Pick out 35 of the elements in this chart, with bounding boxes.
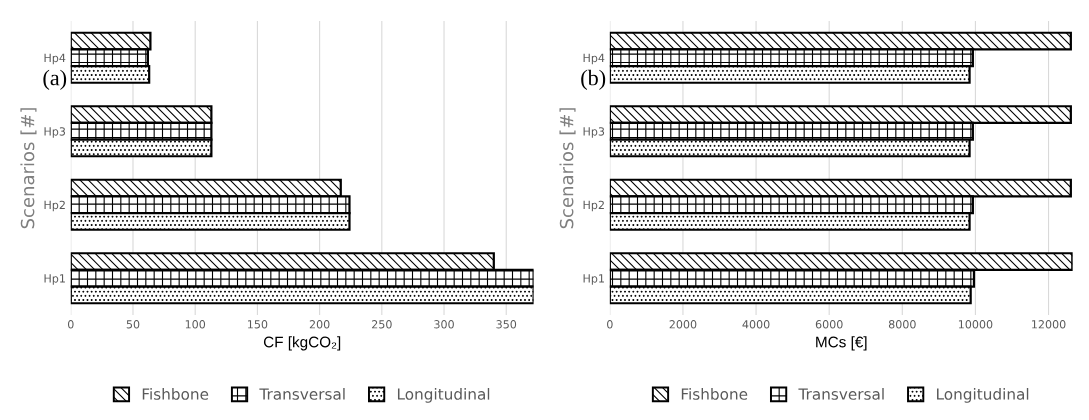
x-tick-label: 0 xyxy=(67,320,74,329)
x-tick-label: 0 xyxy=(607,320,613,329)
legend-label: Fishbone xyxy=(142,388,209,400)
text: (a) xyxy=(43,69,67,90)
x-tick-label: 300 xyxy=(434,320,454,329)
y-tick-label: Hp2 xyxy=(583,200,604,212)
x-tick-label: 200 xyxy=(309,320,330,329)
x-tick-label: 150 xyxy=(248,320,268,329)
y-tick-label: Hp1 xyxy=(583,274,604,285)
x-tick-label: 100 xyxy=(185,320,206,329)
text: (b) xyxy=(581,69,606,90)
y-tick-label: Hp2 xyxy=(44,200,65,212)
x-tick-label: 2000 xyxy=(669,320,697,329)
legend-label: Transversal xyxy=(798,388,884,400)
y-tick-label: Hp4 xyxy=(583,53,605,65)
y-axis-title: Scenarios [#] xyxy=(559,108,576,229)
x-axis-title: MCs [€] xyxy=(816,336,867,351)
x-tick-label: 50 xyxy=(126,320,140,329)
x-tick-label: 10000 xyxy=(958,320,993,329)
x-tick-label: 250 xyxy=(372,320,392,329)
y-tick-label: Hp4 xyxy=(44,53,66,65)
y-tick-label: Hp3 xyxy=(583,127,605,138)
x-axis-title: CF [kgCO₂] xyxy=(263,336,341,351)
x-tick-label: 12000 xyxy=(1032,320,1066,329)
legend-label: Longitudinal xyxy=(397,388,490,403)
x-tick-label: 6000 xyxy=(815,320,843,329)
legend-label: Fishbone xyxy=(681,388,748,400)
legend-label: Longitudinal xyxy=(937,388,1029,403)
legend-label: Transversal xyxy=(259,388,345,400)
y-tick-label: Hp3 xyxy=(44,127,66,138)
x-tick-label: 4000 xyxy=(742,320,770,329)
y-tick-label: Hp1 xyxy=(44,274,65,285)
x-tick-label: 350 xyxy=(496,320,517,329)
x-tick-label: 8000 xyxy=(888,320,916,329)
y-axis-title: Scenarios [#] xyxy=(20,108,37,229)
